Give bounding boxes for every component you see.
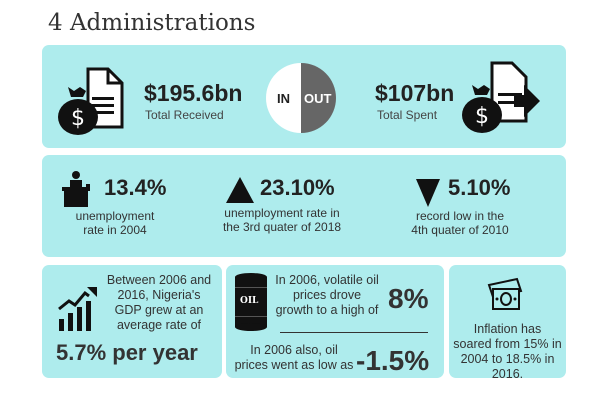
text-line: soared from 15% in — [453, 337, 562, 351]
unemployment-2004-label: unemployment rate in 2004 — [60, 209, 170, 237]
text-line: In 2006, volatile oil — [275, 273, 379, 287]
text-line: 2016. — [491, 367, 524, 381]
text-line: In 2006 also, oil — [250, 343, 338, 357]
divider — [280, 332, 428, 333]
triangle-down-icon — [416, 179, 440, 207]
in-out-circle — [266, 63, 336, 133]
label-line: 4th quater of 2010 — [411, 223, 509, 237]
received-label: Total Received — [145, 108, 224, 122]
record-low-value: 5.10% — [448, 175, 511, 200]
label-line: unemployment rate in — [224, 206, 340, 220]
unemployment-2018-label: unemployment rate in the 3rd quater of 20… — [212, 206, 352, 234]
money-bag-document-icon: $ — [58, 67, 124, 135]
label-line: rate in 2004 — [83, 223, 147, 237]
banknotes-icon — [487, 277, 523, 310]
text-line: 2004 to 18.5% in — [460, 352, 555, 366]
text-line: growth to a high of — [275, 303, 379, 317]
text-line: Inflation has — [473, 322, 542, 336]
oil-high-value: 8% — [388, 283, 429, 314]
oil-barrel-icon — [235, 273, 267, 331]
gdp-text: Between 2006 and 2016, Nigeria's GDP grew … — [100, 273, 218, 333]
received-amount: $195.6bn — [144, 80, 243, 106]
oil-high-text: In 2006, volatile oil prices drove growth … — [272, 273, 382, 318]
record-low-label: record low in the 4th quater of 2010 — [400, 209, 520, 237]
in-label: IN — [277, 91, 290, 106]
text-line: Between 2006 and — [106, 273, 212, 287]
inflation-text: Inflation has soared from 15% in 2004 to 1… — [451, 322, 564, 382]
svg-text:$: $ — [475, 104, 489, 129]
page-title: 4 Administrations — [48, 10, 256, 36]
text-line: prices went as low as — [234, 358, 354, 372]
gdp-value: 5.7% per year — [56, 340, 198, 365]
text-line: average rate of — [116, 318, 202, 332]
triangle-up-icon — [226, 177, 254, 203]
spent-label: Total Spent — [377, 108, 438, 122]
growth-chart-icon — [58, 287, 97, 331]
money-bag-export-icon: $ — [462, 61, 540, 133]
oil-low-value: -1.5% — [356, 345, 430, 376]
out-label: OUT — [304, 91, 332, 106]
gdp-panel: Between 2006 and 2016, Nigeria's GDP grew … — [42, 265, 222, 378]
label-line: unemployment — [75, 209, 155, 223]
label-line: the 3rd quater of 2018 — [222, 220, 342, 234]
text-line: prices drove — [292, 288, 362, 302]
unemployment-2004-value: 13.4% — [104, 175, 167, 200]
unemployment-2018-value: 23.10% — [260, 175, 335, 200]
desk-worker-icon — [62, 171, 90, 207]
text-line: GDP grew at an — [114, 303, 204, 317]
money-flow-panel: $ $195.6bn Total Received IN OUT $107bn … — [42, 45, 566, 148]
unemployment-panel: 13.4% unemployment rate in 2004 23.10% un… — [42, 155, 566, 257]
inflation-panel: Inflation has soared from 15% in 2004 to 1… — [449, 265, 566, 381]
oil-panel: OIL In 2006, volatile oil prices drove gro… — [226, 265, 444, 378]
label-line: record low in the — [415, 209, 505, 223]
text-line: 2016, Nigeria's — [117, 288, 201, 302]
oil-low-text: In 2006 also, oil prices went as low as — [234, 343, 354, 373]
svg-text:$: $ — [71, 106, 85, 131]
oil-barrel-label: OIL — [240, 296, 259, 306]
spent-amount: $107bn — [375, 80, 455, 106]
